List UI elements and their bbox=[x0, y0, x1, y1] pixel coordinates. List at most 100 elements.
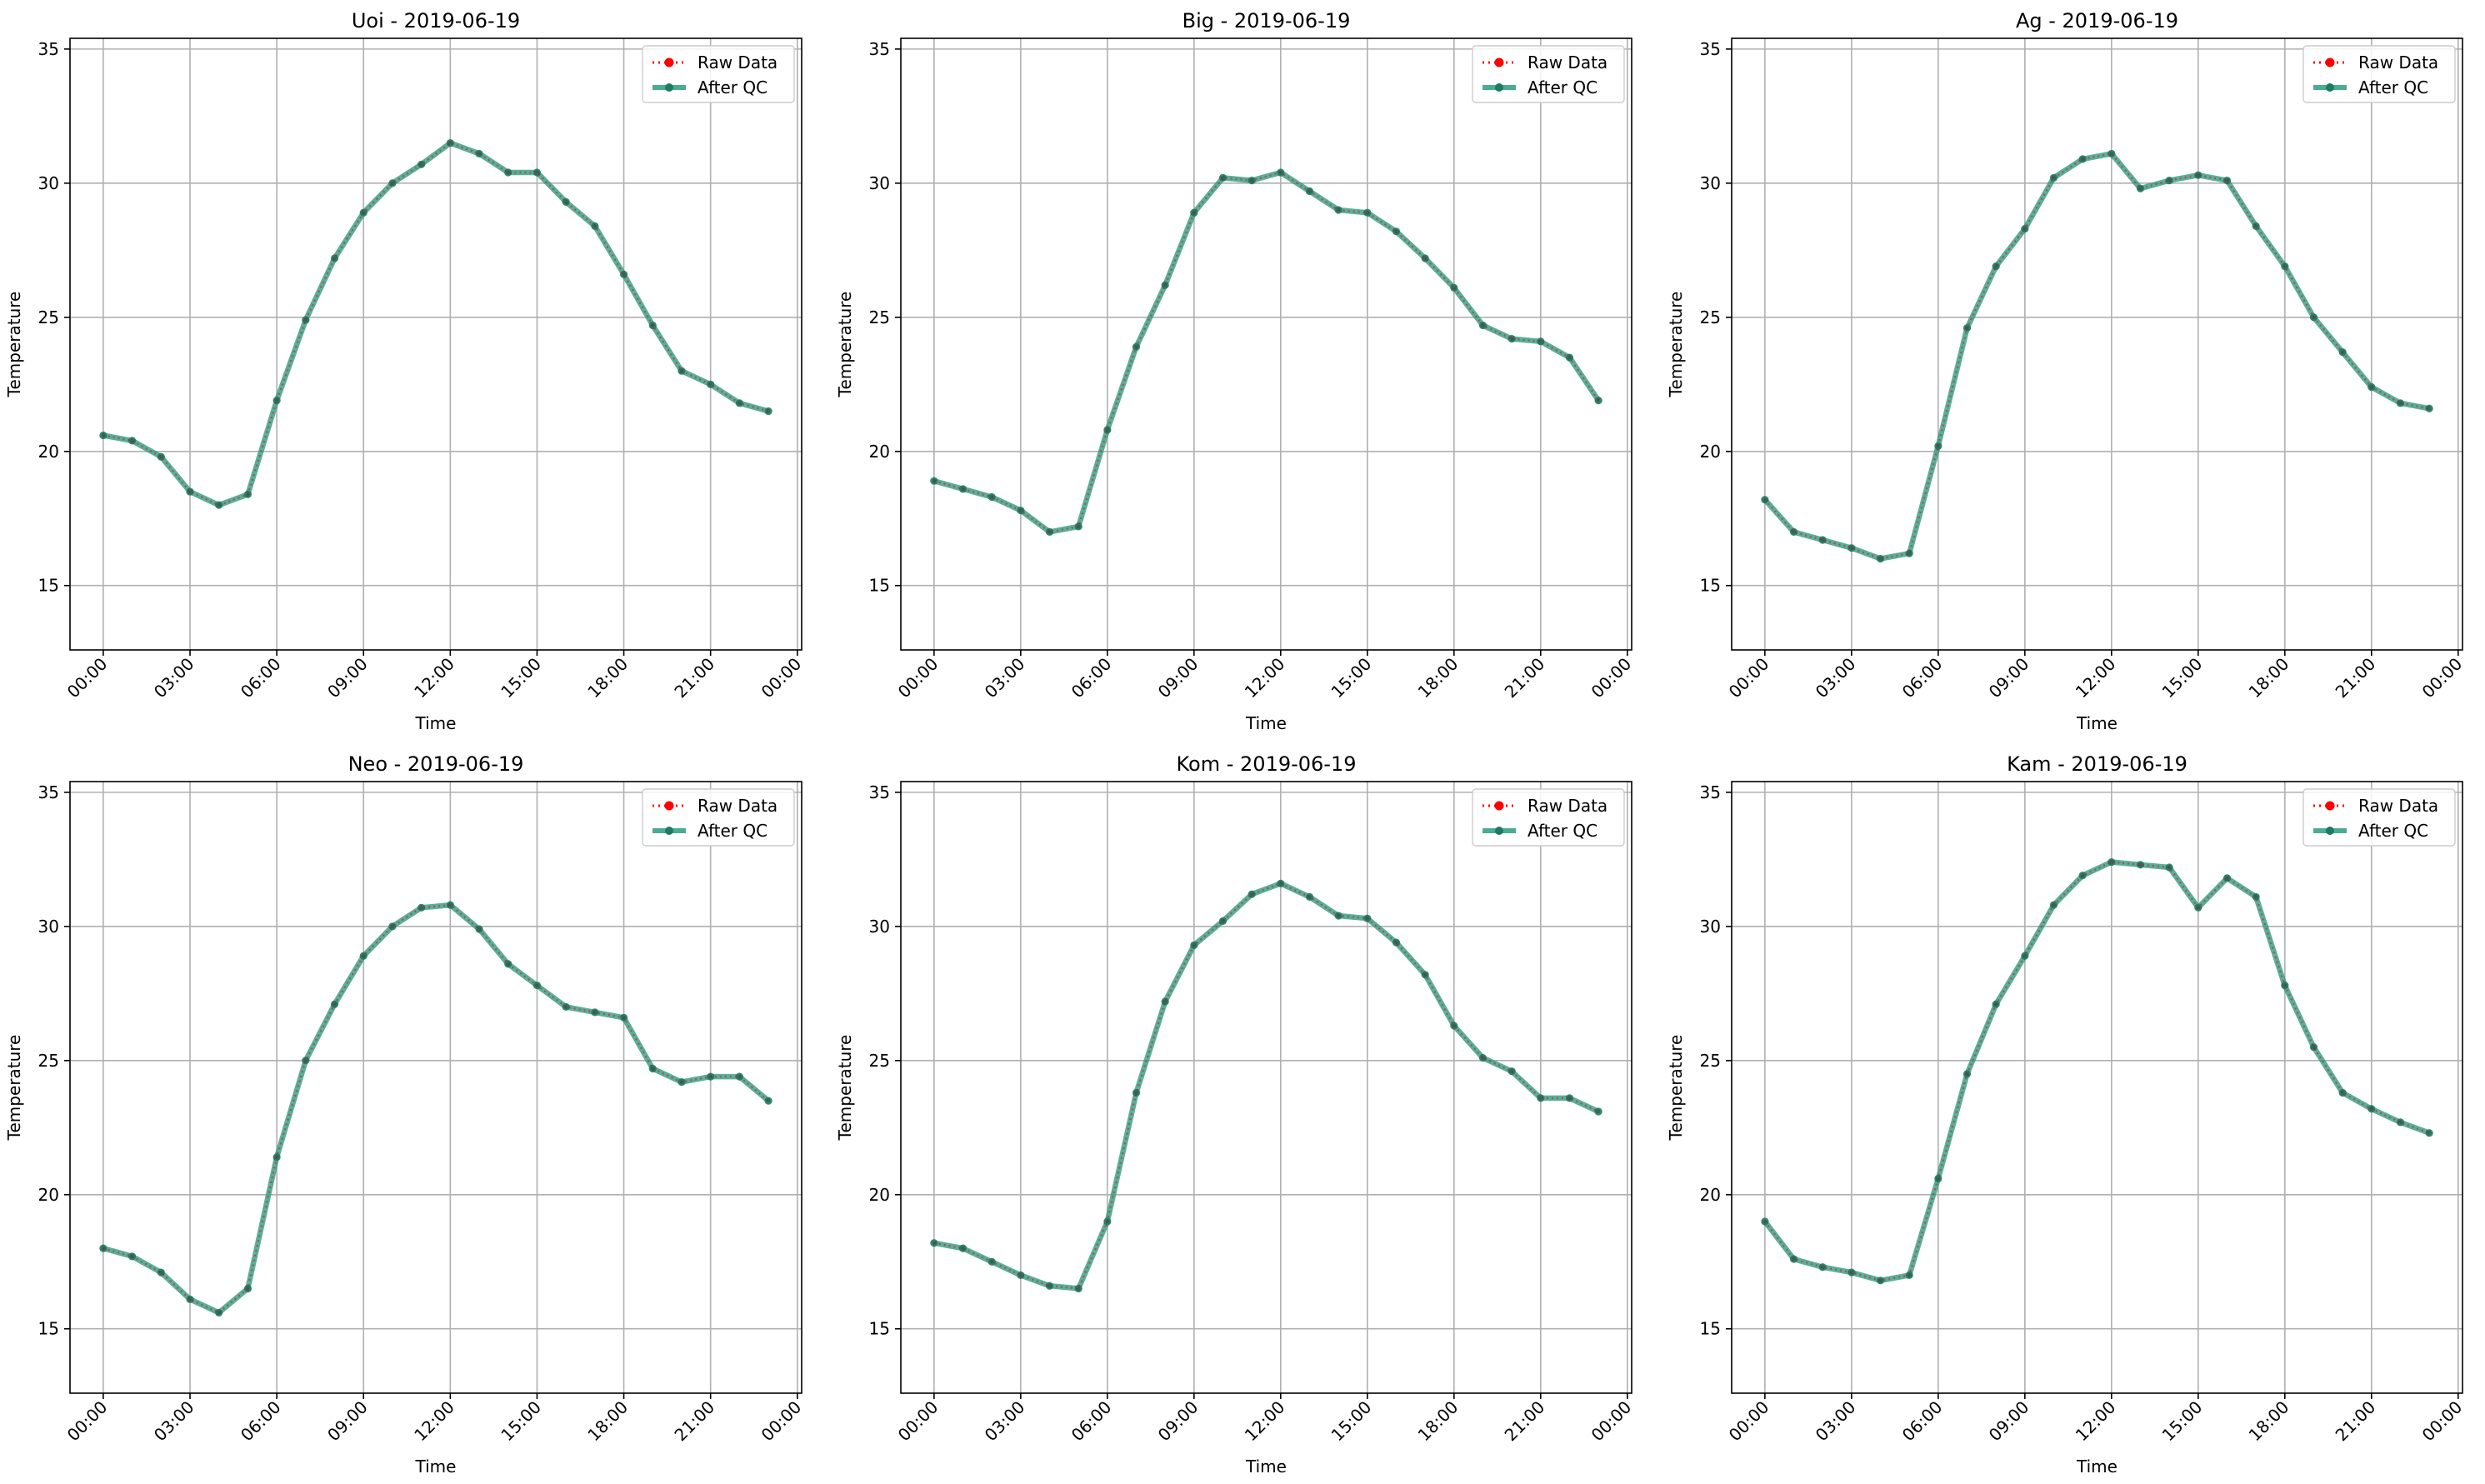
legend: Raw Data After QC bbox=[2302, 788, 2456, 847]
y-tick-label: 20 bbox=[869, 442, 890, 462]
x-tick-label: 00:00 bbox=[894, 654, 942, 702]
x-tick-label: 00:00 bbox=[894, 1397, 942, 1446]
data-point-raw-data bbox=[1792, 529, 1796, 534]
axes-frame bbox=[69, 781, 802, 1394]
data-point-raw-data bbox=[506, 962, 511, 967]
data-point-after-qc bbox=[2078, 872, 2087, 880]
data-point-raw-data bbox=[1394, 940, 1398, 945]
data-point-raw-data bbox=[1538, 1096, 1543, 1101]
legend-marker-raw-data bbox=[1494, 57, 1504, 67]
data-point-raw-data bbox=[2022, 227, 2028, 231]
x-tick-label: 12:00 bbox=[410, 654, 458, 702]
legend-label-after-qc: After QC bbox=[698, 821, 768, 841]
x-tick-label: 03:00 bbox=[150, 654, 198, 702]
data-point-raw-data bbox=[2340, 1091, 2345, 1095]
data-point-raw-data bbox=[1509, 1069, 1514, 1074]
data-point-after-qc bbox=[2165, 177, 2173, 185]
y-tick-label: 15 bbox=[1700, 1319, 1721, 1339]
data-point-raw-data bbox=[622, 272, 626, 277]
legend: Raw Data After QC bbox=[642, 788, 795, 847]
x-tick-label: 00:00 bbox=[758, 1397, 806, 1446]
data-point-raw-data bbox=[1878, 557, 1882, 561]
chart-title: Neo - 2019-06-19 bbox=[348, 752, 524, 776]
legend: Raw Data After QC bbox=[2302, 45, 2456, 103]
x-tick-label: 00:00 bbox=[63, 1397, 112, 1446]
data-point-after-qc bbox=[2425, 1129, 2433, 1137]
data-point-after-qc bbox=[2252, 892, 2260, 902]
subplot-4: 15 20 25 30 35 00:00 03:00 06:00 09:00 12:00 15:00… bbox=[4, 752, 805, 1477]
data-point-after-qc bbox=[1045, 1282, 1054, 1290]
x-tick-label: 18:00 bbox=[1414, 1397, 1462, 1446]
data-point-after-qc bbox=[562, 1002, 570, 1012]
data-point-after-qc bbox=[359, 952, 368, 960]
axes-frame bbox=[1731, 781, 2463, 1394]
legend-label-raw-data: Raw Data bbox=[698, 796, 778, 816]
data-point-raw-data bbox=[2312, 315, 2316, 320]
legend-label-raw-data: Raw Data bbox=[1528, 52, 1608, 72]
data-point-raw-data bbox=[989, 1259, 994, 1264]
x-tick-label: 12:00 bbox=[2072, 654, 2120, 702]
series-line-after-qc bbox=[933, 881, 1600, 1292]
data-point-after-qc bbox=[735, 1072, 743, 1081]
data-point-raw-data bbox=[188, 489, 192, 494]
data-point-raw-data bbox=[1820, 537, 1825, 542]
data-point-raw-data bbox=[1422, 256, 1428, 261]
x-tick-label: 15:00 bbox=[1328, 1397, 1376, 1446]
data-point-raw-data bbox=[2369, 385, 2374, 389]
data-point-raw-data bbox=[332, 1002, 337, 1007]
series-line-raw-data bbox=[102, 903, 769, 1314]
data-point-raw-data bbox=[2138, 186, 2142, 191]
y-tick-label: 30 bbox=[1700, 917, 1721, 937]
data-point-raw-data bbox=[506, 170, 511, 175]
data-point-raw-data bbox=[592, 1010, 598, 1015]
legend: Raw Data After QC bbox=[1472, 45, 1625, 103]
x-tick-label: 15:00 bbox=[497, 654, 545, 702]
data-point-raw-data bbox=[1162, 282, 1168, 287]
x-tick-label: 12:00 bbox=[1241, 1397, 1289, 1446]
data-point-raw-data bbox=[1308, 895, 1312, 899]
data-point-raw-data bbox=[1018, 1272, 1023, 1277]
legend-marker-raw-data bbox=[664, 57, 674, 67]
data-point-after-qc bbox=[1789, 1255, 1798, 1263]
data-point-after-qc bbox=[2252, 222, 2260, 230]
legend-label-raw-data: Raw Data bbox=[2358, 52, 2438, 72]
data-point-raw-data bbox=[361, 953, 366, 958]
data-point-raw-data bbox=[2282, 983, 2288, 988]
data-point-raw-data bbox=[1481, 1056, 1485, 1060]
x-tick-label: 03:00 bbox=[150, 1397, 198, 1446]
data-point-after-qc bbox=[1905, 549, 1913, 557]
x-tick-label: 12:00 bbox=[410, 1397, 458, 1446]
data-point-raw-data bbox=[2052, 176, 2056, 180]
data-point-after-qc bbox=[1074, 522, 1082, 531]
data-point-raw-data bbox=[1048, 529, 1052, 534]
series-line-raw-data bbox=[102, 142, 769, 507]
x-tick-label: 09:00 bbox=[1154, 1397, 1202, 1446]
data-point-after-qc bbox=[302, 316, 310, 324]
x-tick-label: 06:00 bbox=[1898, 1397, 1947, 1446]
data-point-raw-data bbox=[1048, 1283, 1052, 1288]
subplot-5: 15 20 25 30 35 00:00 03:00 06:00 09:00 12:00 15:00… bbox=[835, 752, 1635, 1477]
x-tick-label: 15:00 bbox=[2158, 654, 2207, 702]
x-tick-label: 00:00 bbox=[1725, 654, 1773, 702]
x-tick-label: 21:00 bbox=[670, 654, 718, 702]
data-point-raw-data bbox=[1596, 398, 1601, 403]
data-point-after-qc bbox=[1594, 397, 1602, 405]
y-axis-label: Temperature bbox=[1666, 292, 1686, 398]
x-axis-label: Time bbox=[2076, 713, 2118, 733]
x-tick-label: 18:00 bbox=[2245, 1397, 2293, 1446]
data-point-raw-data bbox=[2427, 406, 2432, 411]
data-point-raw-data bbox=[158, 454, 163, 459]
legend-marker-after-qc bbox=[2326, 827, 2334, 835]
data-point-after-qc bbox=[2108, 149, 2116, 158]
data-point-raw-data bbox=[1018, 508, 1023, 512]
y-axis-label: Temperature bbox=[835, 1035, 855, 1142]
data-point-raw-data bbox=[2196, 172, 2201, 177]
data-point-raw-data bbox=[1762, 497, 1768, 502]
y-tick-label: 20 bbox=[869, 1185, 890, 1205]
x-tick-label: 03:00 bbox=[981, 1397, 1029, 1446]
data-point-raw-data bbox=[2398, 1120, 2402, 1125]
data-point-after-qc bbox=[707, 380, 715, 388]
legend-marker-after-qc bbox=[2326, 83, 2334, 92]
data-point-raw-data bbox=[1792, 1257, 1796, 1262]
x-tick-label: 00:00 bbox=[758, 654, 806, 702]
